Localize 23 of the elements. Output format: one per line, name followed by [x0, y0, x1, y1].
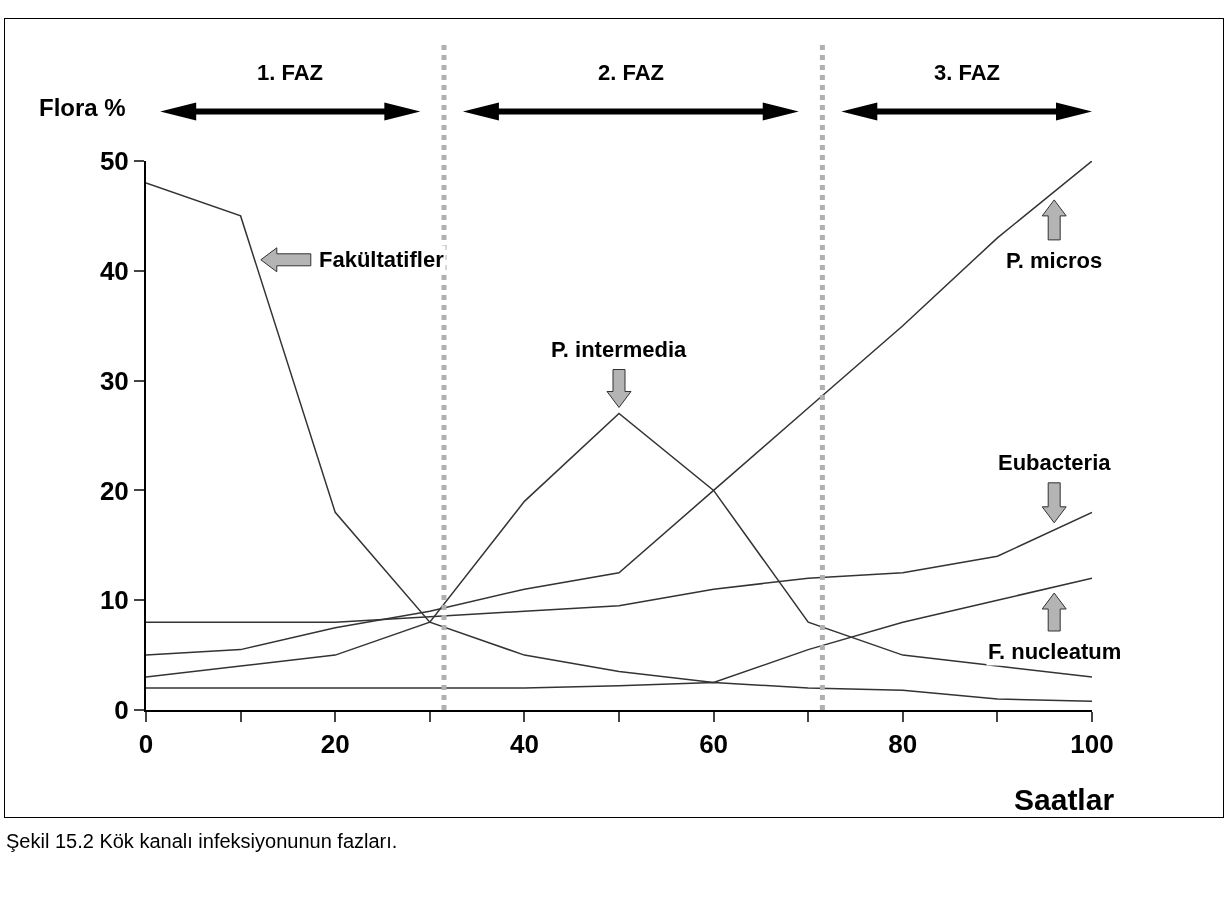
text: 3. FAZ — [934, 60, 1001, 85]
annotation: P. intermedia — [551, 337, 688, 362]
annotation: Fakültatifler — [319, 247, 445, 272]
y-tick-label: 20 — [99, 475, 129, 506]
y-tick-label: 50 — [99, 146, 129, 177]
x-tick-label: 40 — [509, 729, 539, 760]
x-tick-label: 100 — [1070, 729, 1114, 760]
annotation: Eubacteria — [998, 450, 1112, 475]
y-tick-label: 40 — [99, 255, 129, 286]
y-tick-label: 0 — [114, 695, 129, 726]
text: 2. FAZ — [598, 60, 665, 85]
y-tick-label: 10 — [99, 585, 129, 616]
x-tick-label: 0 — [138, 729, 154, 760]
x-tick-label: 80 — [888, 729, 918, 760]
x-tick-label: 60 — [699, 729, 729, 760]
annotation: F. nucleatum — [988, 639, 1122, 664]
text: 1. FAZ — [257, 60, 324, 85]
annotation: P. micros — [1006, 248, 1103, 273]
x-tick-label: 20 — [320, 729, 350, 760]
text: Şekil 15.2 Kök kanalı infeksiyonunun fazları. — [6, 830, 398, 853]
x-axis-title: Saatlar — [1014, 783, 1115, 816]
y-axis-title: Flora % — [39, 94, 126, 121]
y-tick-label: 30 — [99, 365, 129, 396]
